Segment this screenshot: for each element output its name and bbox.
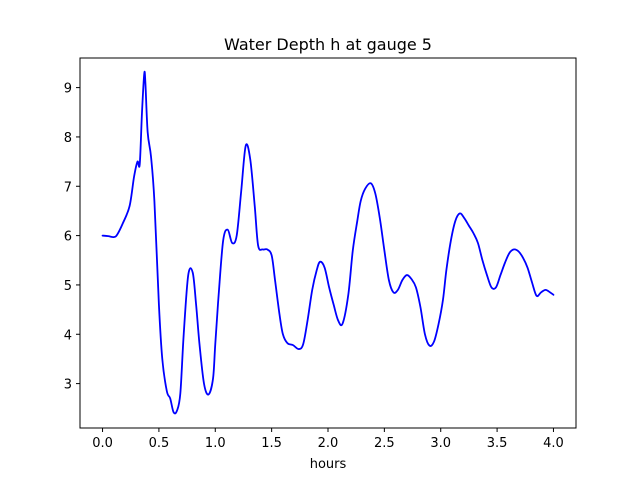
x-tick-label: 2.5 (374, 436, 395, 451)
y-tick-label: 3 (64, 378, 72, 393)
y-tick-label: 6 (64, 230, 72, 245)
x-axis-label: hours (310, 457, 347, 472)
y-tick-label: 9 (64, 82, 72, 97)
x-tick-label: 0.5 (149, 436, 170, 451)
x-axis: 0.0 0.5 1.0 1.5 2.0 2.5 3.0 3.5 4.0 (92, 428, 564, 451)
y-axis: 3 4 5 6 7 8 9 (64, 82, 80, 393)
series-line (101, 70, 555, 415)
x-tick-label: 0.0 (92, 436, 113, 451)
y-tick-label: 8 (64, 131, 72, 146)
y-tick-label: 4 (64, 328, 72, 343)
x-tick-label: 1.5 (261, 436, 282, 451)
plot-area: 0.0 0.5 1.0 1.5 2.0 2.5 3.0 3.5 4.0 3 4 5 6 7 8 9 (64, 57, 577, 451)
x-tick-label: 2.0 (318, 436, 339, 451)
axes-frame (79, 57, 577, 429)
x-tick-label: 4.0 (543, 436, 564, 451)
x-tick-label: 3.5 (487, 436, 508, 451)
y-tick-label: 7 (64, 180, 72, 195)
x-tick-label: 1.0 (205, 436, 226, 451)
chart-title: Water Depth h at gauge 5 (224, 35, 432, 54)
x-tick-label: 3.0 (430, 436, 451, 451)
y-tick-label: 5 (64, 279, 72, 294)
